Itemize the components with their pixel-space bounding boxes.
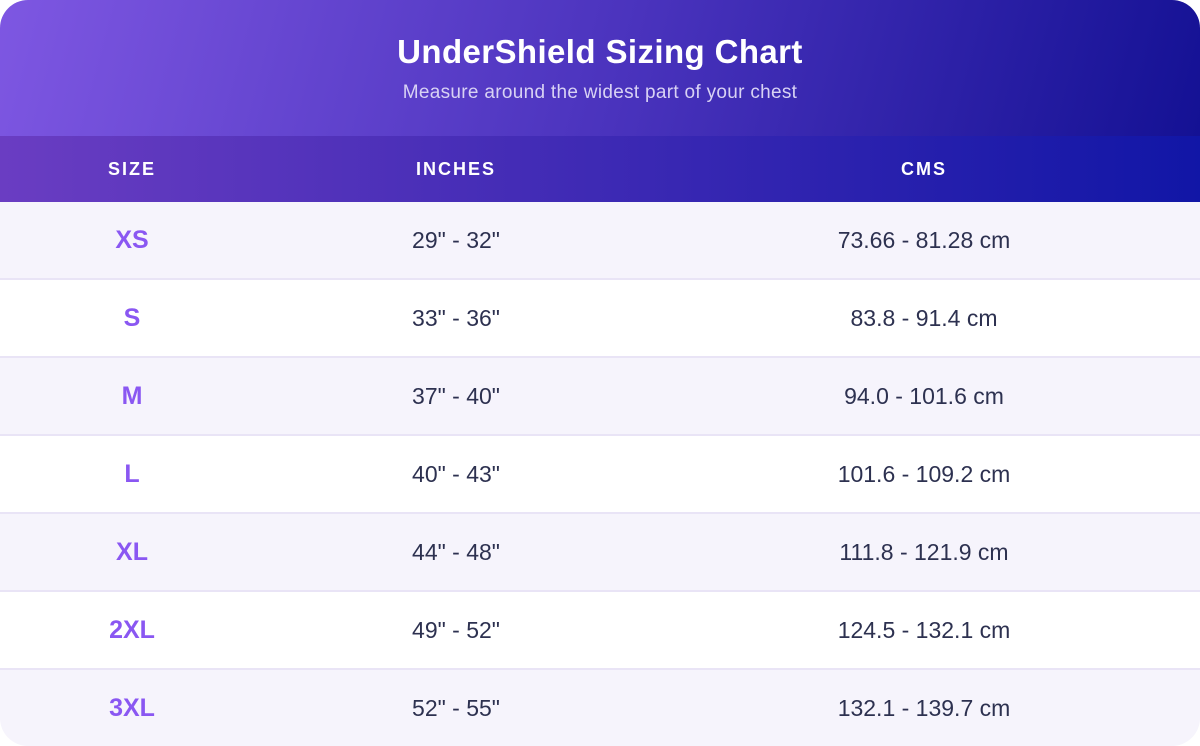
size-cell: M bbox=[121, 381, 143, 410]
table-row: M 37" - 40" 94.0 - 101.6 cm bbox=[0, 356, 1200, 434]
cms-cell: 132.1 - 139.7 cm bbox=[837, 694, 1011, 721]
size-cell: XL bbox=[116, 537, 148, 566]
table-row: 2XL 49" - 52" 124.5 - 132.1 cm bbox=[0, 590, 1200, 668]
inches-cell: 44" - 48" bbox=[412, 538, 500, 565]
column-header-size: SIZE bbox=[107, 158, 156, 179]
table-row: L 40" - 43" 101.6 - 109.2 cm bbox=[0, 434, 1200, 512]
cms-cell: 73.66 - 81.28 cm bbox=[837, 226, 1011, 253]
cms-cell: 124.5 - 132.1 cm bbox=[837, 616, 1011, 643]
title-banner: UnderShield Sizing Chart Measure around … bbox=[0, 0, 1200, 136]
size-cell: L bbox=[124, 459, 140, 488]
size-cell: 3XL bbox=[109, 693, 155, 722]
size-cell: S bbox=[123, 303, 141, 332]
inches-cell: 37" - 40" bbox=[412, 382, 500, 409]
table-row: XS 29" - 32" 73.66 - 81.28 cm bbox=[0, 202, 1200, 278]
cms-cell: 94.0 - 101.6 cm bbox=[844, 382, 1004, 409]
cms-cell: 101.6 - 109.2 cm bbox=[837, 460, 1011, 487]
size-cell: 2XL bbox=[109, 615, 155, 644]
inches-cell: 29" - 32" bbox=[412, 226, 500, 253]
column-header-inches: INCHES bbox=[415, 158, 496, 179]
inches-cell: 33" - 36" bbox=[412, 304, 500, 331]
page-title: UnderShield Sizing Chart bbox=[397, 32, 803, 70]
table-row: S 33" - 36" 83.8 - 91.4 cm bbox=[0, 278, 1200, 356]
inches-cell: 49" - 52" bbox=[412, 616, 500, 643]
table-body: XS 29" - 32" 73.66 - 81.28 cm S 33" - 36… bbox=[0, 202, 1200, 746]
cms-cell: 111.8 - 121.9 cm bbox=[839, 538, 1009, 565]
cms-cell: 83.8 - 91.4 cm bbox=[850, 304, 998, 331]
page-subtitle: Measure around the widest part of your c… bbox=[402, 81, 798, 103]
size-cell: XS bbox=[115, 225, 149, 254]
column-header-row: SIZE INCHES CMS bbox=[0, 136, 1200, 202]
inches-cell: 52" - 55" bbox=[412, 694, 500, 721]
table-row: XL 44" - 48" 111.8 - 121.9 cm bbox=[0, 512, 1200, 590]
table-row: 3XL 52" - 55" 132.1 - 139.7 cm bbox=[0, 668, 1200, 746]
column-header-cms: CMS bbox=[901, 158, 947, 179]
inches-cell: 40" - 43" bbox=[412, 460, 500, 487]
